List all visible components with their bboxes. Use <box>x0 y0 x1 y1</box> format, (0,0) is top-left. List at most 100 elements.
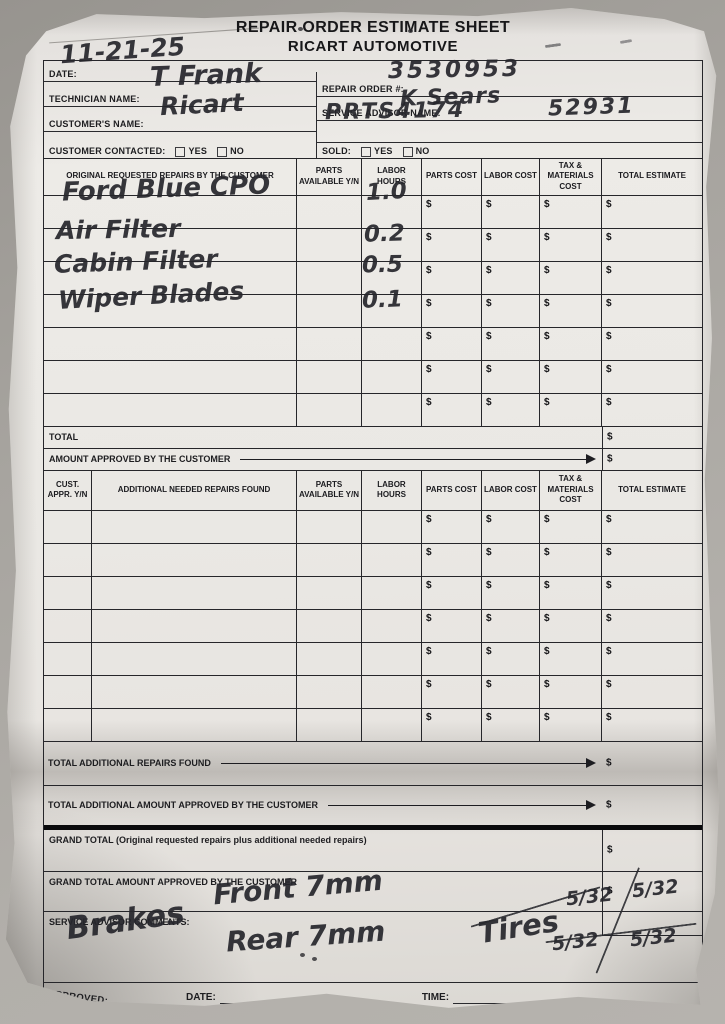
total-estimate-cell: $ <box>602 544 702 576</box>
original-table-header: ORIGINAL REQUESTED REPAIRS BY THE CUSTOM… <box>44 157 702 196</box>
arrow-line <box>328 800 596 811</box>
dollar-sign: $ <box>426 678 432 690</box>
service-advisor-comments-label: SERVICE ADVISOR COMMENTS: <box>49 916 190 927</box>
repair-description-cell <box>92 675 297 708</box>
dollar-sign: $ <box>486 330 492 342</box>
dollar-sign: $ <box>606 363 612 375</box>
dollar-sign: $ <box>606 198 612 210</box>
amount-approved-cell: $ <box>602 448 702 470</box>
dollar-sign: $ <box>544 645 550 657</box>
dollar-sign: $ <box>426 612 432 624</box>
dollar-sign: $ <box>606 231 612 243</box>
dollar-sign: $ <box>486 264 492 276</box>
dollar-sign: $ <box>606 579 612 591</box>
dollar-sign: $ <box>426 513 432 525</box>
sold-yes-label: YES <box>374 145 393 156</box>
total-estimate-cell: $ <box>602 196 702 228</box>
repair-description-cell <box>92 642 297 675</box>
total-additional-approved-label: TOTAL ADDITIONAL AMOUNT APPROVED BY THE … <box>48 800 319 811</box>
labor-cost-cell: $ <box>482 360 540 393</box>
form-title-line2: RICART AUTOMOTIVE <box>287 37 459 55</box>
labor-hours-cell <box>362 294 422 327</box>
parts-available-cell <box>297 708 362 741</box>
total-additional-approved-row: TOTAL ADDITIONAL AMOUNT APPROVED BY THE … <box>44 786 702 830</box>
dollar-sign: $ <box>426 396 432 408</box>
arrow-line <box>220 758 596 769</box>
labor-hours-cell <box>362 675 422 708</box>
labor-cost-cell: $ <box>482 675 540 708</box>
dollar-sign: $ <box>426 330 432 342</box>
total-estimate-cell: $ <box>602 577 702 609</box>
technician-row: TECHNICIAN NAME: <box>44 82 316 107</box>
dollar-sign: $ <box>486 231 492 243</box>
dollar-sign: $ <box>606 396 612 408</box>
grand-total-row: GRAND TOTAL (Original requested repairs … <box>44 829 702 872</box>
dollar-sign: $ <box>426 711 432 723</box>
dollar-sign: $ <box>607 431 613 443</box>
original-repair-row-6: $ $ $ $ <box>44 360 702 394</box>
original-total-row: TOTAL $ <box>44 426 702 449</box>
dollar-sign: $ <box>544 330 550 342</box>
dollar-sign: $ <box>607 885 613 897</box>
repair-order-label: REPAIR ORDER #: <box>322 83 404 94</box>
total-additional-repairs-label: TOTAL ADDITIONAL REPAIRS FOUND <box>48 758 211 769</box>
dollar-sign: $ <box>426 264 432 276</box>
original-repair-row-7: $ $ $ $ <box>44 393 702 427</box>
labor-cost-cell: $ <box>482 510 540 543</box>
tax-materials-cell: $ <box>540 576 602 609</box>
dollar-sign: $ <box>426 645 432 657</box>
dollar-sign: $ <box>606 612 612 624</box>
dollar-sign: $ <box>486 678 492 690</box>
footer-time-label: TIME: <box>421 991 450 1003</box>
additional-repair-row-1: $ $ $ $ <box>44 510 702 544</box>
col-parts-available: PARTS AVAILABLE Y/N <box>297 158 362 195</box>
labor-hours-cell <box>362 228 422 261</box>
grand-total-column-tail-cell <box>602 911 702 936</box>
parts-cost-cell: $ <box>422 543 482 576</box>
col-parts-cost: PARTS COST <box>422 158 482 195</box>
labor-hours-cell <box>362 642 422 675</box>
dollar-sign: $ <box>544 297 550 309</box>
total-estimate-cell: $ <box>602 643 702 675</box>
cust-appr-cell <box>44 609 92 642</box>
arrowhead-icon <box>586 800 596 811</box>
sold-no-label: NO <box>415 145 430 156</box>
dollar-sign: $ <box>486 645 492 657</box>
tax-materials-cell: $ <box>540 642 602 675</box>
dollar-sign: $ <box>486 297 492 309</box>
total-estimate-cell: $ <box>602 676 702 708</box>
labor-hours-cell <box>362 261 422 294</box>
labor-cost-cell: $ <box>482 393 540 426</box>
col-original-repairs: ORIGINAL REQUESTED REPAIRS BY THE CUSTOM… <box>44 158 297 195</box>
dollar-sign: $ <box>486 396 492 408</box>
grand-total-approved-row: GRAND TOTAL AMOUNT APPROVED BY THE CUSTO… <box>44 871 702 912</box>
additional-repair-row-6: $ $ $ $ <box>44 675 702 709</box>
customer-row: CUSTOMER'S NAME: <box>44 107 316 132</box>
paper-shadow-left <box>5 8 37 1008</box>
contacted-yes-checkbox <box>175 146 186 157</box>
repair-description-cell <box>44 294 297 327</box>
parts-cost-cell: $ <box>422 294 482 327</box>
total-estimate-cell: $ <box>602 709 702 741</box>
total-estimate-cell: $ <box>602 262 702 294</box>
cust-appr-cell <box>44 642 92 675</box>
labor-hours-cell <box>362 195 422 228</box>
labor-cost-cell: $ <box>482 261 540 294</box>
col-cust-appr: CUST. APPR. Y/N <box>44 470 92 510</box>
repair-description-cell <box>44 228 297 261</box>
service-advisor-row: SERVICE ADVISOR NAME: <box>317 97 702 121</box>
technician-label: TECHNICIAN NAME: <box>49 93 140 104</box>
additional-repair-row-3: $ $ $ $ <box>44 576 702 610</box>
cust-appr-cell <box>44 708 92 741</box>
repair-order-form: REPAIR ORDER ESTIMATE SHEET RICART AUTOM… <box>14 14 703 1008</box>
dollar-sign: $ <box>426 231 432 243</box>
total-estimate-cell: $ <box>602 610 702 642</box>
amount-approved-row: AMOUNT APPROVED BY THE CUSTOMER $ <box>44 448 702 471</box>
parts-available-cell <box>297 261 362 294</box>
parts-cost-cell: $ <box>422 510 482 543</box>
dollar-sign: $ <box>544 396 550 408</box>
dollar-sign: $ <box>606 799 612 811</box>
parts-available-cell <box>297 609 362 642</box>
col-total-estimate: TOTAL ESTIMATE <box>618 171 686 181</box>
